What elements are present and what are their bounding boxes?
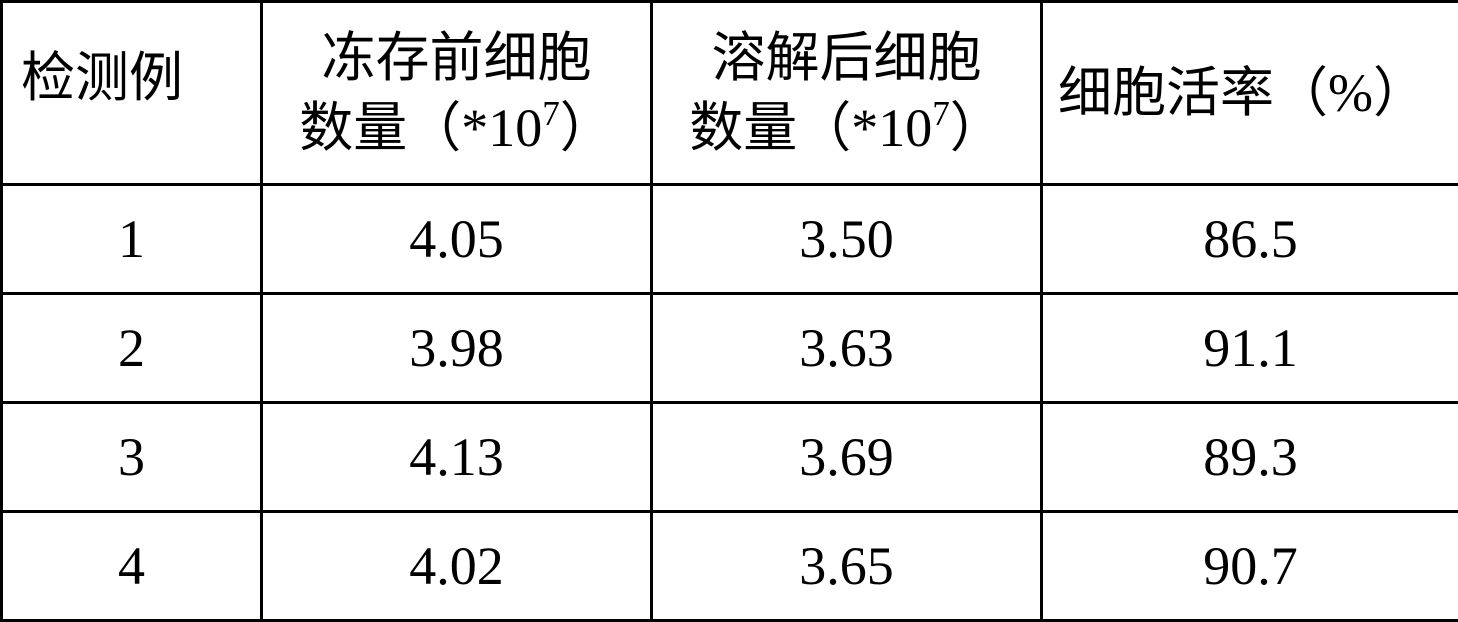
cell-test-id: 3 <box>2 403 262 512</box>
header-exponent: 7 <box>932 94 950 133</box>
cell-viability: 86.5 <box>1042 185 1458 294</box>
cell-viability-table-container: 检测例 冻存前细胞 数量（*107） 溶解后细胞 数量（*107） 细胞活率（%… <box>0 0 1458 622</box>
header-multiline-wrapper: 冻存前细胞 数量（*107） <box>278 23 635 163</box>
column-header-after-thaw: 溶解后细胞 数量（*107） <box>652 2 1042 185</box>
header-line2-prefix: 数量（*10 <box>299 98 542 158</box>
header-multiline-wrapper: 溶解后细胞 数量（*107） <box>668 23 1025 163</box>
table-row: 2 3.98 3.63 91.1 <box>2 294 1458 403</box>
cell-viability-table: 检测例 冻存前细胞 数量（*107） 溶解后细胞 数量（*107） 细胞活率（%… <box>0 0 1458 622</box>
column-header-viability: 细胞活率（%） <box>1042 2 1458 185</box>
cell-before-count: 4.02 <box>262 512 652 621</box>
cell-before-count: 4.13 <box>262 403 652 512</box>
table-body: 1 4.05 3.50 86.5 2 3.98 3.63 91.1 3 4.13… <box>2 185 1458 621</box>
cell-before-count: 4.05 <box>262 185 652 294</box>
cell-after-count: 3.65 <box>652 512 1042 621</box>
header-line2-suffix: ） <box>950 98 1004 158</box>
column-header-test-case: 检测例 <box>2 2 262 185</box>
header-exponent: 7 <box>542 94 560 133</box>
table-row: 3 4.13 3.69 89.3 <box>2 403 1458 512</box>
cell-after-count: 3.63 <box>652 294 1042 403</box>
cell-viability: 91.1 <box>1042 294 1458 403</box>
table-header: 检测例 冻存前细胞 数量（*107） 溶解后细胞 数量（*107） 细胞活率（%… <box>2 2 1458 185</box>
header-line1: 冻存前细胞 <box>322 23 592 93</box>
header-line2: 数量（*107） <box>689 93 1004 163</box>
table-row: 1 4.05 3.50 86.5 <box>2 185 1458 294</box>
header-line2-suffix: ） <box>560 98 614 158</box>
cell-test-id: 1 <box>2 185 262 294</box>
cell-test-id: 2 <box>2 294 262 403</box>
cell-before-count: 3.98 <box>262 294 652 403</box>
table-row: 4 4.02 3.65 90.7 <box>2 512 1458 621</box>
header-line2: 数量（*107） <box>299 93 614 163</box>
header-label: 检测例 <box>21 48 183 108</box>
header-label: 细胞活率（%） <box>1058 63 1427 123</box>
header-line2-prefix: 数量（*10 <box>689 98 932 158</box>
cell-after-count: 3.50 <box>652 185 1042 294</box>
column-header-before-freeze: 冻存前细胞 数量（*107） <box>262 2 652 185</box>
table-header-row: 检测例 冻存前细胞 数量（*107） 溶解后细胞 数量（*107） 细胞活率（%… <box>2 2 1458 185</box>
cell-after-count: 3.69 <box>652 403 1042 512</box>
cell-viability: 89.3 <box>1042 403 1458 512</box>
cell-test-id: 4 <box>2 512 262 621</box>
header-line1: 溶解后细胞 <box>712 23 982 93</box>
cell-viability: 90.7 <box>1042 512 1458 621</box>
